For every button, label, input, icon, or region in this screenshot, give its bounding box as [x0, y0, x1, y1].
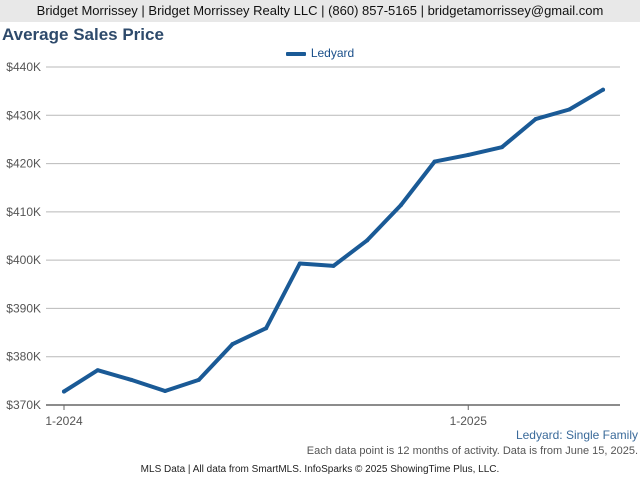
data-point: [533, 117, 538, 122]
tick-labels: $370K $380K $390K $400K $410K $420K $430K $440K…: [6, 60, 487, 428]
data-point: [264, 326, 269, 331]
series-description: Ledyard: Single Family: [515, 428, 638, 442]
series-lines: [62, 87, 605, 394]
data-point: [163, 388, 168, 393]
data-point: [601, 87, 605, 92]
y-tick-label: $390K: [6, 301, 41, 315]
axes: [46, 404, 620, 410]
y-tick-label: $430K: [6, 108, 41, 122]
data-point: [499, 145, 504, 150]
y-tick-label: $440K: [6, 60, 41, 74]
y-tick-label: $370K: [6, 398, 41, 412]
data-point: [567, 107, 572, 112]
y-tick-label: $380K: [6, 350, 41, 364]
contact-header: Bridget Morrissey | Bridget Morrissey Re…: [0, 0, 640, 22]
chart-title: Average Sales Price: [2, 25, 164, 44]
data-note: Each data point is 12 months of activity…: [306, 445, 638, 457]
contact-text: Bridget Morrissey | Bridget Morrissey Re…: [36, 3, 604, 18]
data-point: [466, 152, 471, 157]
y-tick-label: $400K: [6, 253, 41, 267]
data-point: [398, 203, 403, 208]
data-point: [62, 389, 66, 394]
x-tick-label: 1-2025: [450, 414, 488, 428]
source-footer: MLS Data | All data from SmartMLS. InfoS…: [140, 464, 500, 475]
series-line: [62, 87, 605, 394]
legend-swatch: [285, 51, 306, 56]
data-point: [129, 377, 134, 382]
x-tick-label: 1-2024: [45, 414, 83, 428]
chart-legend: Ledyard: [0, 46, 640, 60]
grid-lines: [46, 66, 620, 358]
legend-label: Ledyard: [310, 46, 355, 60]
y-tick-label: $410K: [6, 205, 41, 219]
data-point: [432, 159, 437, 164]
data-point: [365, 238, 370, 243]
data-point: [331, 263, 336, 268]
data-point: [230, 342, 235, 347]
data-point: [297, 261, 302, 266]
data-point: [95, 368, 100, 373]
data-point: [196, 377, 201, 382]
y-tick-label: $420K: [6, 157, 41, 171]
